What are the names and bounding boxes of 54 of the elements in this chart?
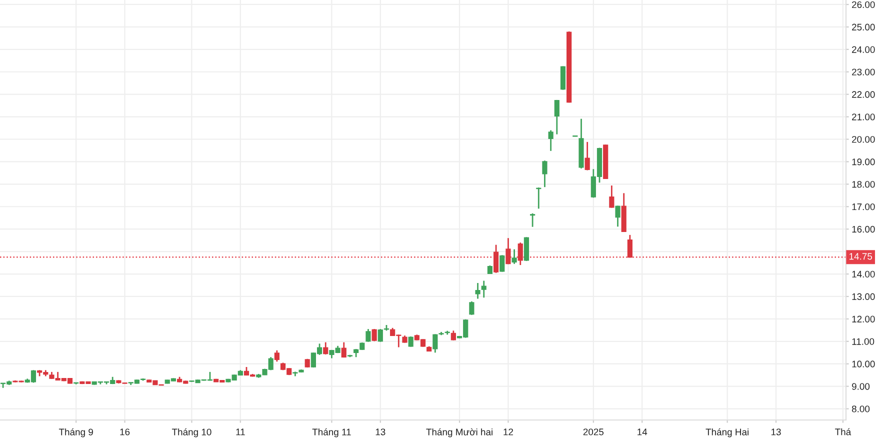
y-tick-label: 10.00 <box>852 360 875 368</box>
y-tick-label: 25.00 <box>852 24 875 30</box>
y-tick-label: 17.00 <box>852 203 875 210</box>
candlestick <box>609 184 614 208</box>
y-tick-label: 20.00 <box>852 136 875 143</box>
candlestick <box>450 330 456 341</box>
y-tick-label: 18.00 <box>852 181 875 188</box>
candlestick <box>542 160 548 188</box>
candlestick <box>366 328 371 343</box>
x-tick-label: Tháng 9 <box>58 428 93 438</box>
y-tick-label: 9.00 <box>852 383 870 390</box>
x-tick-label: 2025 <box>583 428 604 436</box>
y-tick-label: 24.00 <box>852 46 875 53</box>
x-tick-label: 13 <box>771 428 781 436</box>
x-tick-label: 13 <box>376 428 386 436</box>
y-tick-label: 22.00 <box>852 91 875 98</box>
y-tick-label: 23.00 <box>852 68 875 76</box>
y-tick-label: 26.00 <box>852 1 875 8</box>
x-tick-label: 12 <box>504 428 513 436</box>
y-tick-label: 14.00 <box>852 270 875 278</box>
candlestick <box>493 244 499 274</box>
candlestick <box>548 130 554 152</box>
candlestick <box>274 350 280 362</box>
y-tick-label: 16.00 <box>852 226 875 233</box>
y-tick-label: 12.00 <box>852 316 875 322</box>
candlestick <box>378 328 383 343</box>
candlestick <box>615 205 620 228</box>
candlestick <box>554 99 560 136</box>
x-tick-label: 14 <box>638 428 648 436</box>
x-tick-label: 16 <box>120 428 130 436</box>
candlestick <box>560 66 566 91</box>
ref-line-label: 14.75 <box>850 253 872 260</box>
x-tick-label: Tháng 10 <box>172 428 212 438</box>
candlestick <box>512 248 517 265</box>
x-tick-label: Tháng 11 <box>312 428 351 438</box>
candlestick <box>584 141 590 171</box>
x-tick-label: Thá <box>835 428 852 436</box>
candlestick <box>323 342 328 356</box>
y-tick-label: 8.00 <box>852 406 870 412</box>
y-tick-label: 21.00 <box>852 114 875 120</box>
candlestick <box>469 300 474 316</box>
y-tick-label: 19.00 <box>852 158 875 166</box>
y-tick-label: 13.00 <box>852 293 875 300</box>
x-tick-label: 11 <box>236 428 245 436</box>
candlestick <box>481 280 486 298</box>
candlestick <box>524 236 530 262</box>
x-tick-label: Tháng Mười hai <box>426 428 492 438</box>
x-tick-label: Tháng Hai <box>706 428 748 438</box>
candlestick <box>341 342 346 358</box>
candlestick <box>372 328 377 342</box>
candlestick <box>475 282 480 300</box>
candlestick <box>530 212 536 228</box>
y-tick-label: 11.00 <box>852 338 874 345</box>
candlestick <box>500 254 505 272</box>
